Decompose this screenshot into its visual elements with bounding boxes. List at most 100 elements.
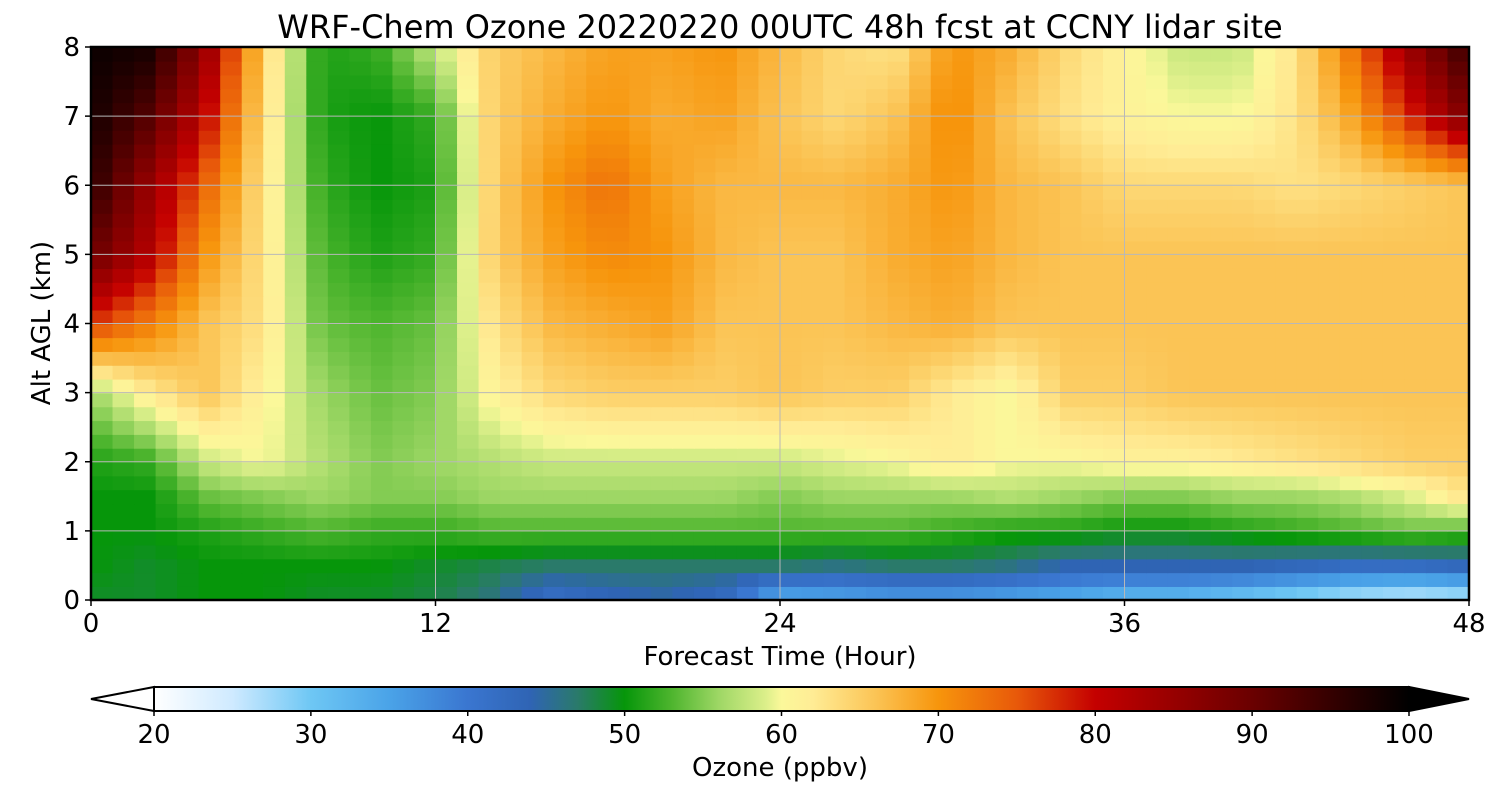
heat-cell	[1016, 240, 1040, 256]
heat-cell	[220, 323, 243, 339]
heat-cell	[392, 544, 415, 560]
heat-cell	[693, 171, 717, 187]
heat-cell	[155, 447, 178, 463]
heat-cell	[284, 212, 308, 228]
heat-cell	[1425, 74, 1449, 90]
heat-cell	[1339, 420, 1363, 435]
heat-cell	[801, 558, 824, 574]
heat-cell	[1253, 295, 1277, 311]
heat-cell	[155, 378, 178, 394]
heat-cell	[607, 60, 631, 76]
heat-cell	[500, 185, 523, 200]
heat-cell	[1081, 171, 1104, 187]
heat-cell	[564, 323, 588, 339]
heat-cell	[478, 116, 501, 131]
heat-cell	[413, 282, 437, 297]
heat-cell	[758, 572, 781, 587]
heat-cell	[715, 309, 738, 325]
heat-cell	[1210, 420, 1233, 435]
heat-cell	[1016, 475, 1040, 491]
heat-cell	[284, 392, 308, 408]
heat-cell	[952, 143, 975, 159]
heat-cell	[1189, 489, 1212, 505]
heat-cell	[500, 171, 523, 187]
heat-cell	[1339, 489, 1363, 505]
heat-cell	[672, 392, 695, 408]
heat-cell	[1016, 434, 1040, 449]
heat-cell	[1059, 447, 1083, 463]
heat-cell	[1404, 517, 1427, 532]
heat-cell	[1275, 254, 1298, 269]
heat-cell	[672, 254, 695, 269]
heat-cell	[478, 282, 501, 297]
heat-cell	[284, 199, 308, 214]
heat-cell	[1382, 351, 1406, 366]
heat-cell	[370, 157, 394, 173]
heat-cell	[263, 364, 286, 380]
heat-cell	[1167, 295, 1190, 311]
heat-cell	[413, 143, 437, 159]
heat-cell	[1425, 60, 1449, 76]
heat-cell	[909, 475, 932, 491]
heat-cell	[1146, 282, 1169, 297]
heat-cell	[220, 199, 243, 214]
heat-cell	[801, 116, 824, 131]
heat-cell	[1059, 337, 1083, 352]
heat-cell	[1275, 392, 1298, 408]
heat-cell	[392, 351, 415, 366]
heat-cell	[693, 47, 717, 62]
heat-cell	[1296, 282, 1320, 297]
heat-cell	[263, 489, 286, 505]
heat-cell	[758, 558, 781, 574]
heat-cell	[629, 116, 652, 131]
heat-cell	[1425, 406, 1449, 422]
heat-cell	[1016, 282, 1040, 297]
heat-cell	[1253, 47, 1277, 62]
heat-cell	[543, 572, 566, 587]
heat-cell	[1232, 129, 1255, 145]
heat-cell	[134, 558, 157, 574]
heat-cell	[177, 420, 200, 435]
heat-cell	[952, 309, 975, 325]
heat-cell	[413, 544, 437, 560]
heat-cell	[1146, 129, 1169, 145]
heat-cell	[500, 572, 523, 587]
heat-cell	[1038, 558, 1061, 574]
heat-cell	[758, 309, 781, 325]
heat-cell	[1102, 254, 1126, 269]
heat-cell	[844, 517, 867, 532]
heat-cell	[607, 392, 631, 408]
heat-cell	[435, 212, 458, 228]
heat-cell	[220, 406, 243, 422]
heat-cell	[607, 517, 631, 532]
heat-cell	[155, 351, 178, 366]
heat-cell	[112, 47, 135, 62]
heat-cell	[1275, 309, 1298, 325]
heat-cell	[1361, 47, 1384, 62]
heat-cell	[177, 337, 200, 352]
heat-cell	[1102, 171, 1126, 187]
heat-cell	[1404, 171, 1427, 187]
heat-cell	[1146, 544, 1169, 560]
heat-cell	[521, 558, 544, 574]
heat-cell	[1016, 88, 1040, 104]
heat-cell	[844, 461, 867, 477]
heat-cell	[1382, 254, 1406, 269]
heat-cell	[263, 240, 286, 256]
heat-cell	[1081, 60, 1104, 76]
heat-cell	[1425, 475, 1449, 491]
heat-cell	[198, 74, 221, 90]
heat-cell	[1404, 185, 1427, 200]
heat-cell	[370, 489, 394, 505]
heat-cell	[715, 199, 738, 214]
heat-cell	[1296, 544, 1320, 560]
heat-cell	[930, 309, 954, 325]
heat-cell	[306, 323, 329, 339]
heat-cell	[1382, 102, 1406, 117]
heat-cell	[1210, 60, 1233, 76]
heat-cell	[1189, 143, 1212, 159]
heat-cell	[1318, 558, 1341, 574]
heat-cell	[155, 116, 178, 131]
heat-cell	[1447, 171, 1469, 187]
heat-cell	[715, 185, 738, 200]
